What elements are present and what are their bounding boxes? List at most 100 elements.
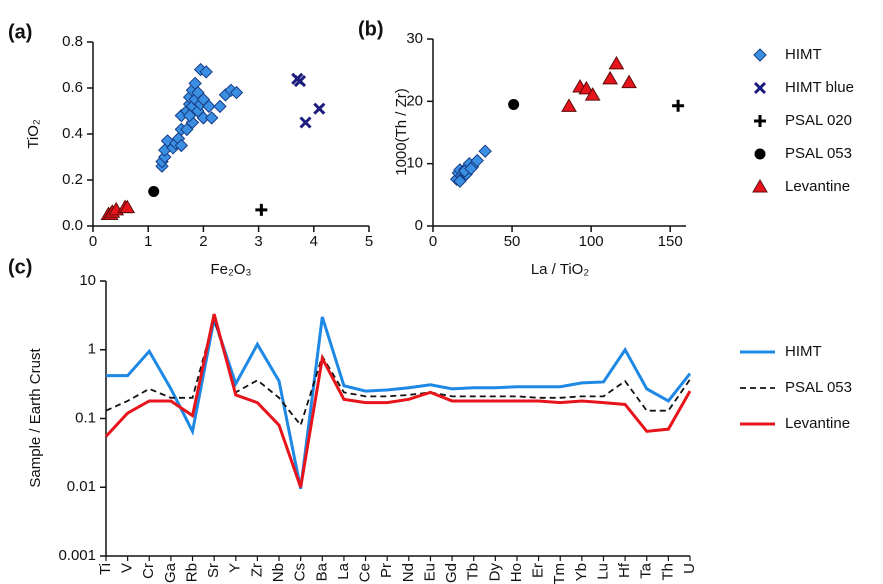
- y-tick-label: 1: [88, 341, 96, 358]
- y-tick-label: 30: [406, 30, 423, 47]
- point: [202, 99, 216, 114]
- point: [584, 87, 601, 101]
- x-tick-label: Zr: [248, 563, 265, 577]
- point: [293, 75, 307, 88]
- x-tick-label: Pr: [378, 563, 395, 578]
- x-tick-label: Tm: [551, 563, 568, 584]
- y-tick-label: 10: [406, 155, 423, 172]
- point: [148, 186, 160, 197]
- x-tick-label: Cs: [292, 563, 309, 581]
- point: [255, 203, 268, 216]
- point: [464, 161, 478, 176]
- legend-label: PSAL 020: [785, 112, 852, 129]
- x-tick-label: Nb: [270, 563, 287, 582]
- y-tick-label: 0.0: [62, 217, 83, 234]
- x-tick-label: 150: [658, 233, 683, 250]
- x-tick-label: 100: [579, 233, 604, 250]
- y-tick-label: 10: [79, 272, 96, 289]
- point: [753, 81, 767, 95]
- x-tick-label: Lu: [594, 563, 611, 580]
- y-tick-label: 0.2: [62, 171, 83, 188]
- x-tick-label: Y: [227, 563, 244, 573]
- x-tick-label: 0: [429, 233, 437, 250]
- point: [578, 80, 595, 95]
- axis-line: [432, 39, 686, 227]
- x-tick-label: Hf: [616, 562, 633, 578]
- y-tick-label: 0.6: [62, 79, 83, 96]
- point: [199, 65, 213, 79]
- point: [470, 153, 484, 168]
- x-tick-label: Yb: [573, 563, 590, 581]
- x-tick-label: La: [335, 562, 352, 579]
- point: [453, 174, 467, 188]
- x-tick-label: U: [681, 563, 698, 574]
- point: [752, 179, 768, 193]
- point: [508, 98, 520, 110]
- x-tick-label: 50: [504, 233, 521, 250]
- series-line: [106, 313, 692, 490]
- legend-label: Levantine: [785, 415, 850, 432]
- legend-label: HIMT: [785, 343, 822, 360]
- y-axis-title: Sample / Earth Crust: [27, 348, 44, 488]
- point: [229, 85, 244, 100]
- y-axis-title: 1000(Th / Zr): [393, 88, 410, 176]
- point: [561, 98, 577, 112]
- x-tick-label: Ga: [162, 562, 179, 583]
- point: [602, 70, 618, 85]
- panel-label: (a): [8, 21, 32, 43]
- point: [313, 102, 326, 115]
- point: [672, 99, 685, 112]
- x-axis-title: La / TiO₂: [531, 261, 590, 278]
- x-tick-label: Ba: [313, 562, 330, 581]
- y-tick-label: 0.4: [62, 125, 83, 142]
- x-tick-label: Th: [659, 563, 676, 581]
- x-tick-label: Eu: [421, 563, 438, 581]
- point: [119, 199, 136, 214]
- x-tick-label: Nd: [400, 563, 417, 582]
- series-line: [104, 313, 692, 488]
- point: [754, 148, 766, 160]
- x-tick-label: Gd: [443, 563, 460, 583]
- point: [299, 116, 312, 129]
- legend-label: HIMT blue: [785, 79, 854, 96]
- x-tick-label: Cr: [140, 563, 157, 579]
- panel-label: (b): [358, 18, 384, 40]
- legend-label: Levantine: [785, 178, 850, 195]
- x-tick-label: 1: [144, 233, 152, 250]
- x-tick-label: Ho: [508, 563, 525, 582]
- y-tick-label: 0.001: [58, 547, 96, 564]
- x-tick-label: Ti: [97, 563, 114, 575]
- x-tick-label: Er: [530, 563, 547, 578]
- point: [753, 48, 767, 62]
- point: [158, 150, 172, 164]
- axis-line: [92, 42, 369, 227]
- panel-label: (c): [8, 256, 32, 278]
- y-tick-label: 0: [415, 217, 423, 234]
- x-tick-label: 5: [365, 233, 373, 250]
- x-axis-title: Fe₂O₃: [210, 261, 251, 278]
- x-tick-label: Sr: [205, 563, 222, 578]
- point: [204, 111, 219, 125]
- x-tick-label: Tb: [465, 563, 482, 581]
- x-tick-label: Rb: [183, 563, 200, 582]
- point: [174, 138, 189, 153]
- x-tick-label: Dy: [486, 563, 503, 582]
- legend-label: PSAL 053: [785, 379, 852, 396]
- y-tick-label: 0.01: [67, 478, 96, 495]
- point: [182, 108, 197, 123]
- y-axis-title: TiO₂: [25, 119, 42, 149]
- point: [621, 74, 637, 89]
- x-tick-label: 4: [310, 233, 318, 250]
- y-tick-label: 20: [406, 92, 423, 109]
- x-tick-label: 0: [89, 233, 97, 250]
- x-tick-label: 2: [199, 233, 207, 250]
- x-tick-label: V: [119, 563, 136, 573]
- x-tick-label: Ta: [638, 562, 655, 579]
- legend-label: HIMT: [785, 46, 822, 63]
- x-tick-label: Ce: [357, 563, 374, 582]
- y-tick-label: 0.8: [62, 33, 83, 50]
- point: [478, 144, 492, 158]
- legend-label: PSAL 053: [785, 145, 852, 162]
- point: [213, 99, 227, 114]
